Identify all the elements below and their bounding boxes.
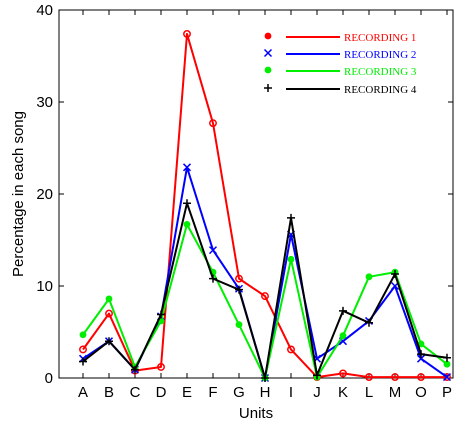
series-line	[82, 223, 448, 379]
data-point	[287, 345, 295, 354]
legend-item: RECORDING 1	[264, 32, 416, 44]
x-tick-label: D	[156, 384, 167, 401]
data-point	[183, 199, 191, 208]
data-point	[442, 373, 452, 382]
x-tick-label: I	[289, 384, 293, 401]
data-point	[365, 318, 373, 327]
data-point	[235, 285, 243, 294]
data-point	[261, 292, 269, 301]
legend: RECORDING 1 RECORDING 2 RECORDING 3 RECORDI…	[263, 32, 417, 96]
data-point	[339, 369, 347, 378]
x-tick-label: L	[365, 384, 373, 401]
data-point	[183, 29, 191, 38]
data-point	[339, 332, 347, 340]
legend-item: RECORDING 4	[264, 84, 417, 96]
y-tick-label: 30	[36, 94, 53, 111]
x-tick-label: B	[104, 384, 114, 401]
series-3	[79, 220, 451, 382]
x-tick-label: J	[313, 384, 321, 401]
x-tick-label: E	[182, 384, 192, 401]
data-point	[443, 360, 451, 368]
legend-label: RECORDING 4	[344, 84, 417, 96]
data-point	[182, 163, 192, 172]
data-point	[131, 365, 139, 374]
data-point	[313, 371, 321, 380]
data-point	[79, 345, 87, 354]
data-point	[417, 373, 425, 382]
y-axis-title: Percentage in each song	[10, 111, 27, 277]
data-point	[209, 274, 217, 283]
x-tick-label: C	[130, 384, 141, 401]
legend-label: RECORDING 1	[344, 32, 416, 44]
x-tick-label: M	[389, 384, 402, 401]
data-point	[287, 255, 295, 263]
data-point	[261, 374, 269, 382]
series-line	[82, 32, 447, 379]
data-point	[416, 354, 426, 363]
legend-marker	[264, 84, 272, 92]
data-point	[105, 309, 113, 318]
x-axis-title: Units	[239, 405, 273, 422]
y-tick-label: 40	[36, 2, 53, 19]
x-tick-label: G	[233, 384, 245, 401]
legend-label: RECORDING 2	[344, 49, 416, 61]
data-point	[443, 353, 451, 362]
data-point	[79, 331, 87, 339]
legend-marker	[264, 66, 272, 74]
data-point	[235, 274, 243, 283]
data-point	[235, 321, 243, 329]
data-point	[417, 350, 425, 359]
y-tick-label: 10	[36, 278, 53, 295]
legend-marker	[264, 32, 272, 40]
data-point	[391, 373, 399, 382]
data-point	[365, 373, 373, 382]
data-point	[365, 273, 373, 281]
data-point	[208, 246, 218, 255]
legend-marker	[263, 48, 273, 58]
legend-item: RECORDING 3	[264, 66, 417, 78]
data-point	[105, 295, 113, 303]
y-axis: 0 10 20 30 40	[36, 2, 453, 387]
series-layer	[78, 29, 452, 383]
data-point	[79, 357, 87, 366]
data-point	[157, 310, 165, 319]
x-tick-label: K	[338, 384, 348, 401]
data-point	[209, 119, 217, 128]
y-tick-label: 0	[45, 370, 53, 387]
data-point	[287, 213, 295, 222]
data-point	[391, 270, 399, 279]
x-tick-label: A	[78, 384, 88, 401]
x-tick-label: H	[260, 384, 271, 401]
data-point	[183, 220, 191, 228]
x-tick-label: O	[415, 384, 427, 401]
data-point	[157, 363, 165, 371]
data-point	[443, 373, 451, 382]
y-tick-label: 20	[36, 186, 53, 203]
x-tick-label: P	[442, 384, 452, 401]
data-point	[339, 306, 347, 315]
legend-item: RECORDING 2	[263, 48, 416, 61]
series-4	[79, 199, 451, 382]
data-point	[105, 337, 113, 346]
x-tick-label: F	[208, 384, 217, 401]
legend-label: RECORDING 3	[344, 66, 417, 78]
